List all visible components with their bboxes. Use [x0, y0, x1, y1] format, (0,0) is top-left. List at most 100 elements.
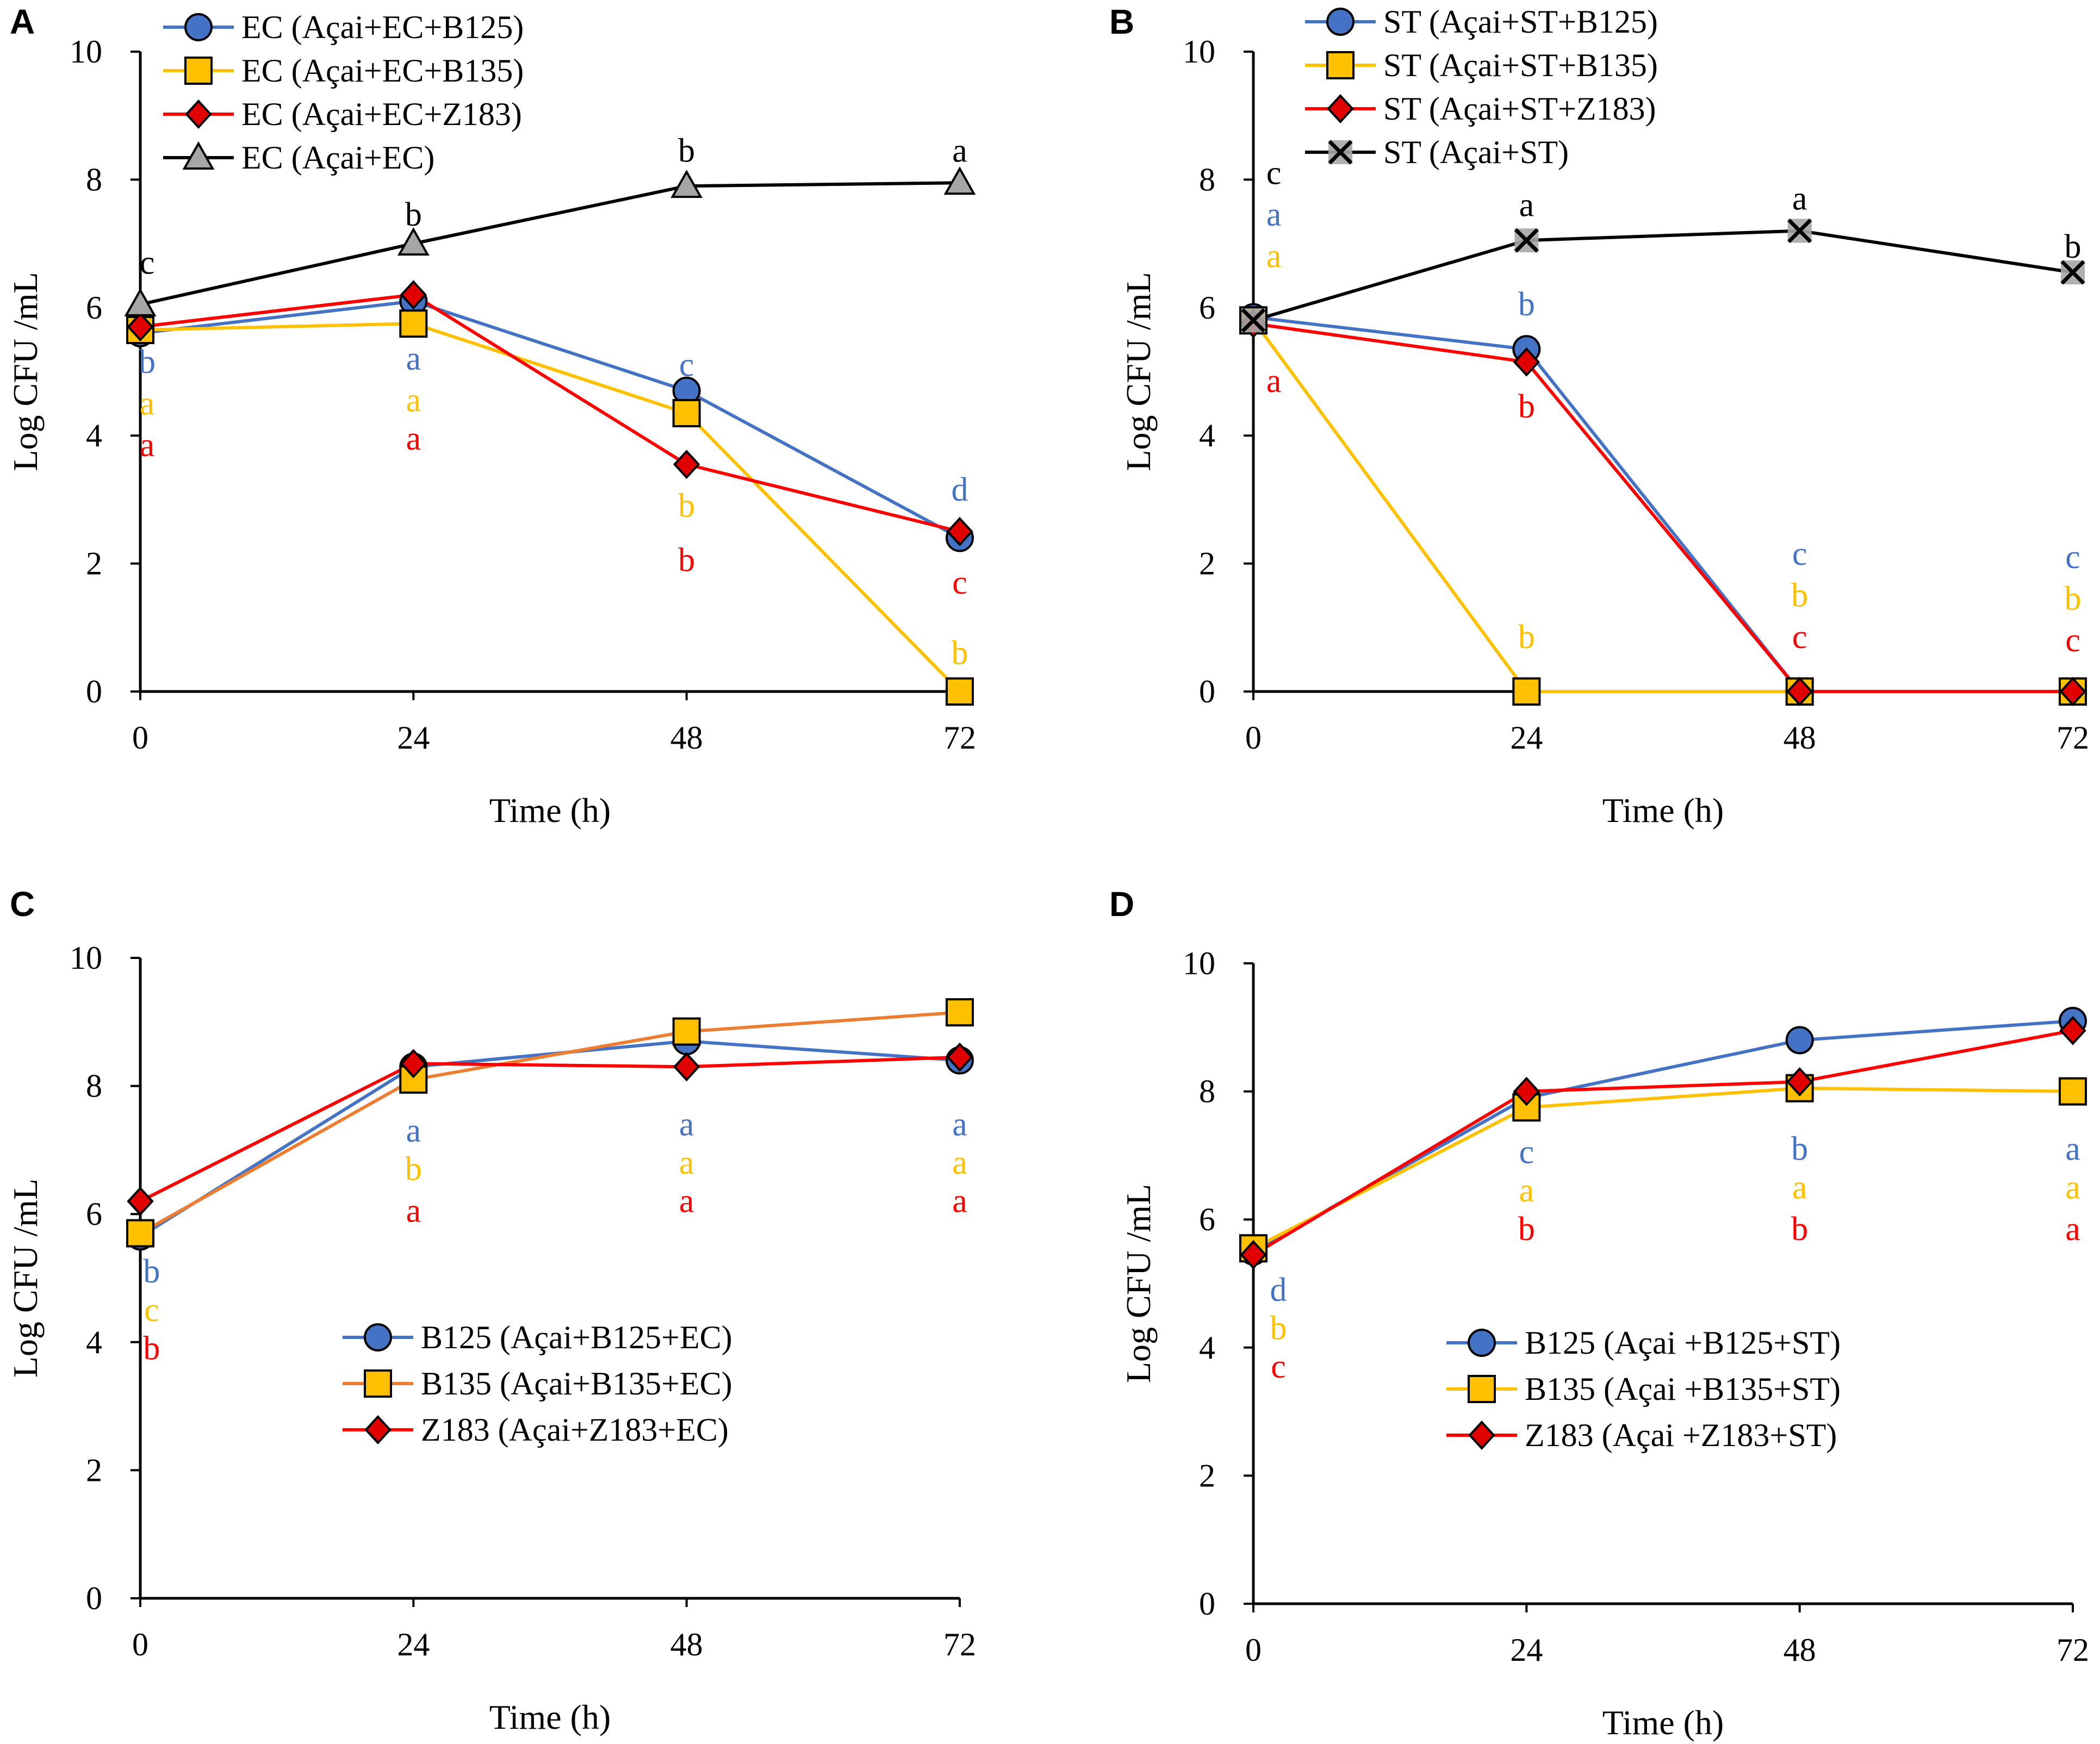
data-point-s4-t72 — [943, 166, 976, 195]
legend-marker — [1468, 1329, 1496, 1357]
y-tick-label: 10 — [70, 940, 102, 976]
significance-letter: b — [143, 1330, 160, 1367]
significance-letter: c — [1519, 1134, 1534, 1171]
panel-label: B — [1109, 2, 1134, 41]
data-point-s3-t24 — [1513, 1076, 1540, 1106]
data-point-s3-t24 — [1513, 347, 1540, 377]
significance-letter: a — [406, 1112, 421, 1149]
significance-letter: b — [1791, 1131, 1808, 1168]
x-axis-label: Time (h) — [489, 791, 611, 830]
y-tick-label: 0 — [86, 674, 102, 709]
x-tick-label: 48 — [670, 720, 703, 756]
data-point-s2-t48 — [672, 399, 701, 428]
significance-letter: a — [406, 382, 421, 419]
legend-marker — [1327, 94, 1354, 123]
y-tick-label: 4 — [86, 1324, 102, 1360]
y-tick-label: 0 — [1199, 674, 1215, 709]
x-tick-label: 72 — [943, 1627, 976, 1662]
data-point-s3-t72 — [946, 516, 973, 546]
y-tick-label: 2 — [86, 1452, 102, 1488]
legend-entry: B125 (Açai+B125+EC) — [421, 1319, 732, 1355]
data-point-s3-t48 — [1786, 1067, 1813, 1097]
significance-letter: d — [952, 471, 968, 508]
significance-letter: a — [1792, 1169, 1807, 1206]
series-line-1 — [140, 299, 961, 540]
legend-marker — [1328, 140, 1353, 165]
x-tick-label: 48 — [1784, 1632, 1816, 1668]
significance-letter: b — [1270, 1310, 1287, 1347]
significance-letter: c — [140, 244, 155, 281]
series-line-2 — [1252, 1086, 2073, 1250]
data-point-s4-t0 — [1241, 308, 1266, 333]
y-axis-label: Log CFU /mL — [6, 1179, 45, 1378]
data-point-s3-t0 — [1240, 1240, 1267, 1269]
significance-letter: a — [1519, 186, 1534, 223]
data-point-s3-t72 — [946, 1042, 973, 1072]
series-line-1 — [1252, 1019, 2073, 1253]
legend-entry: ST (Açai+ST+B135) — [1383, 47, 1658, 83]
legend: EC (Açai+EC+B125) EC (Açai+EC+B135) EC (Aç… — [163, 9, 524, 176]
significance-letter: b — [1518, 619, 1535, 656]
x-tick-label: 24 — [397, 1627, 430, 1662]
significance-letter: a — [1266, 363, 1282, 400]
data-point-s3-t72 — [2059, 1016, 2086, 1045]
x-tick-label: 24 — [1510, 720, 1543, 756]
series-line-4 — [1253, 229, 2073, 322]
significance-letter: c — [1266, 155, 1282, 192]
panel-label: A — [10, 2, 35, 41]
y-tick-label: 4 — [86, 418, 102, 453]
y-tick-label: 6 — [1199, 290, 1215, 326]
significance-letter: a — [2065, 1169, 2080, 1206]
x-tick-label: 72 — [943, 720, 976, 756]
significance-letter: b — [139, 344, 156, 381]
y-axis-label: Log CFU /mL — [1119, 1184, 1158, 1383]
data-point-s3-t0 — [127, 1186, 154, 1216]
data-point-s2-t72 — [946, 677, 974, 706]
data-point-s2-t72 — [2059, 1077, 2087, 1106]
x-tick-label: 72 — [2056, 720, 2089, 756]
significance-letter: a — [679, 1183, 694, 1220]
significance-letter: a — [952, 132, 967, 169]
series-line-3 — [1253, 322, 2073, 693]
significance-letter: a — [2065, 1211, 2080, 1248]
significance-letter: a — [2065, 1131, 2080, 1168]
y-axis-label: Log CFU /mL — [6, 272, 45, 471]
significance-letter: a — [406, 420, 421, 457]
y-tick-label: 4 — [1199, 418, 1215, 453]
x-tick-label: 48 — [1784, 720, 1816, 756]
legend-entry: B135 (Açai +B135+ST) — [1525, 1371, 1841, 1407]
panel-label: C — [10, 885, 35, 924]
x-axis-label: Time (h) — [1602, 1703, 1724, 1742]
significance-letter: a — [952, 1183, 967, 1220]
y-tick-label: 2 — [1199, 1458, 1215, 1493]
legend-entry: Z183 (Açai +Z183+ST) — [1525, 1417, 1837, 1453]
legend-entry: ST (Açai+ST+Z183) — [1383, 91, 1656, 127]
legend: B125 (Açai +B125+ST) B135 (Açai +B135+ST)… — [1446, 1325, 1841, 1453]
data-point-s4-t48 — [670, 170, 703, 198]
legend-entry: EC (Açai+EC+B125) — [241, 9, 524, 45]
data-point-s2-t72 — [946, 998, 974, 1027]
x-tick-label: 72 — [2056, 1632, 2089, 1668]
legend-marker — [182, 141, 215, 170]
data-point-s2-t24 — [1512, 677, 1541, 706]
data-point-s4-t48 — [1787, 219, 1812, 244]
legend-entry: Z183 (Açai+Z183+EC) — [421, 1412, 729, 1448]
significance-letter: b — [1791, 1211, 1808, 1248]
legend-marker — [184, 57, 213, 85]
significance-letter: c — [1792, 535, 1807, 572]
x-tick-label: 24 — [397, 720, 430, 756]
y-tick-label: 6 — [86, 290, 102, 326]
significance-letter: a — [952, 1106, 967, 1143]
significance-letter: b — [678, 488, 695, 525]
significance-letter: a — [140, 385, 155, 422]
significance-letter: b — [678, 542, 695, 579]
x-tick-label: 24 — [1510, 1632, 1543, 1668]
legend-marker — [1468, 1375, 1496, 1403]
y-tick-label: 6 — [1199, 1201, 1215, 1237]
data-point-s3-t48 — [1786, 677, 1813, 706]
significance-letter: b — [1518, 286, 1535, 323]
significance-letter: d — [1270, 1272, 1287, 1309]
